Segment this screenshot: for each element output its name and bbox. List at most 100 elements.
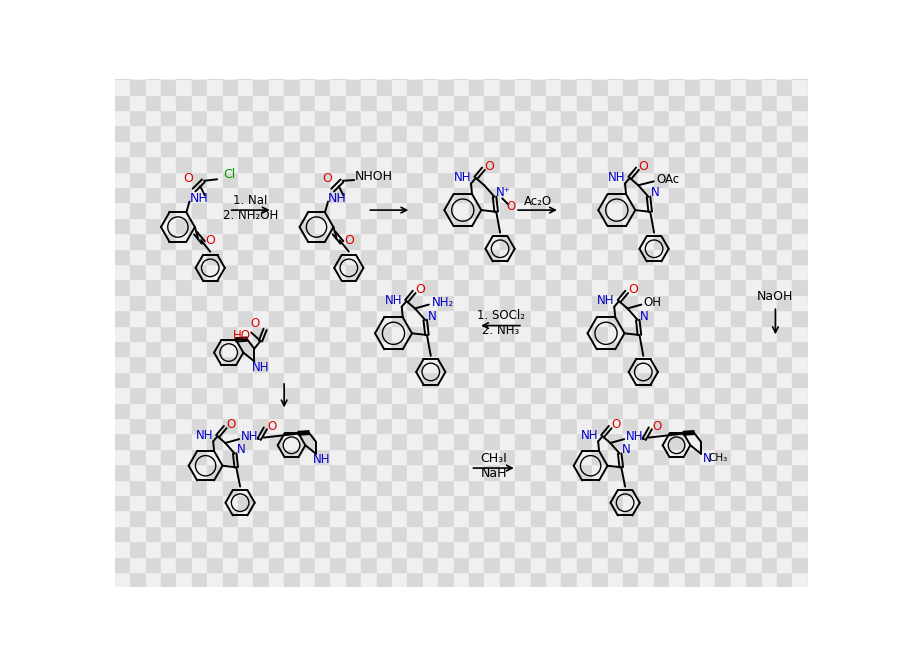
Bar — [438, 556, 454, 572]
Bar — [284, 449, 300, 464]
Bar — [577, 187, 592, 203]
Bar — [115, 464, 130, 480]
Bar — [130, 495, 146, 510]
Bar — [254, 434, 269, 449]
Bar — [254, 233, 269, 249]
Bar — [284, 310, 300, 325]
Bar — [500, 495, 515, 510]
Bar — [623, 156, 638, 172]
Bar — [500, 541, 515, 556]
Bar — [161, 249, 176, 264]
Bar — [469, 141, 484, 156]
Bar — [454, 556, 469, 572]
Bar — [130, 387, 146, 403]
Bar — [546, 449, 562, 464]
Bar — [222, 172, 238, 187]
Bar — [700, 310, 716, 325]
Bar — [254, 172, 269, 187]
Bar — [484, 556, 500, 572]
Bar — [392, 249, 408, 264]
Bar — [623, 572, 638, 587]
Bar — [269, 418, 284, 434]
Bar — [392, 79, 408, 94]
Bar — [638, 325, 653, 341]
Bar — [284, 94, 300, 110]
Bar — [438, 372, 454, 387]
Bar — [546, 79, 562, 94]
Bar — [254, 403, 269, 418]
Bar — [638, 418, 653, 434]
Bar — [269, 449, 284, 464]
Bar — [315, 172, 330, 187]
Bar — [577, 110, 592, 125]
Bar — [161, 156, 176, 172]
Bar — [115, 418, 130, 434]
Bar — [562, 325, 577, 341]
Bar — [716, 79, 731, 94]
Bar — [777, 495, 792, 510]
Bar — [161, 110, 176, 125]
Bar — [222, 125, 238, 141]
Bar — [592, 79, 608, 94]
Bar — [269, 480, 284, 495]
Bar — [222, 94, 238, 110]
Bar — [592, 341, 608, 356]
Bar — [346, 541, 361, 556]
Bar — [408, 556, 423, 572]
Bar — [824, 48, 839, 64]
Bar — [731, 356, 746, 372]
Bar — [146, 94, 161, 110]
Bar — [685, 541, 700, 556]
Bar — [300, 172, 315, 187]
Bar — [146, 203, 161, 218]
Bar — [592, 141, 608, 156]
Bar — [824, 510, 839, 526]
Bar — [700, 141, 716, 156]
Bar — [469, 341, 484, 356]
Bar — [269, 203, 284, 218]
Bar — [146, 403, 161, 418]
Bar — [731, 310, 746, 325]
Bar — [562, 125, 577, 141]
Bar — [330, 279, 346, 295]
Bar — [484, 341, 500, 356]
Bar — [716, 172, 731, 187]
Bar — [376, 48, 392, 64]
Bar — [623, 480, 638, 495]
Bar — [161, 372, 176, 387]
Bar — [577, 541, 592, 556]
Bar — [238, 79, 254, 94]
Bar — [361, 495, 376, 510]
Bar — [530, 356, 546, 372]
Bar — [638, 295, 653, 310]
Bar — [346, 125, 361, 141]
Bar — [808, 264, 824, 279]
Bar — [346, 187, 361, 203]
Bar — [685, 218, 700, 233]
Bar — [254, 141, 269, 156]
Bar — [716, 156, 731, 172]
Bar — [300, 341, 315, 356]
Bar — [824, 449, 839, 464]
Bar — [222, 510, 238, 526]
Bar — [731, 418, 746, 434]
Bar — [592, 480, 608, 495]
Bar — [638, 156, 653, 172]
Bar — [438, 94, 454, 110]
Bar — [207, 449, 222, 464]
Bar — [685, 449, 700, 464]
Bar — [469, 295, 484, 310]
Bar — [515, 510, 531, 526]
Bar — [716, 187, 731, 203]
Bar — [700, 295, 716, 310]
Text: 1. NaI: 1. NaI — [233, 193, 267, 207]
Bar — [284, 464, 300, 480]
Bar — [376, 325, 392, 341]
Bar — [238, 495, 254, 510]
Bar — [669, 187, 685, 203]
Bar — [638, 480, 653, 495]
Text: N: N — [651, 187, 660, 199]
Bar — [792, 156, 808, 172]
Bar — [484, 510, 500, 526]
Bar — [700, 495, 716, 510]
